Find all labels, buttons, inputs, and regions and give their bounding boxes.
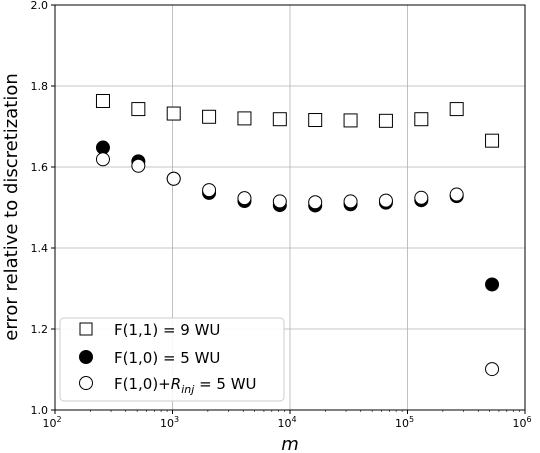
data-point-square-open: [95, 93, 110, 108]
data-point-circle-open: [378, 193, 393, 208]
y-tick-label: 1.4: [31, 242, 49, 255]
x-tick-label-base: 10: [42, 417, 56, 430]
data-point-circle-filled: [95, 140, 110, 155]
legend-label-series-1: F(1,1) = 9 WU: [114, 321, 220, 339]
legend-label-series-2: F(1,0) = 5 WU: [114, 349, 220, 367]
x-tick-label-exponent: 2: [56, 415, 61, 424]
x-tick-label-exponent: 4: [291, 415, 296, 424]
data-point-circle-open: [414, 190, 429, 205]
data-point-square-open: [202, 109, 217, 124]
x-tick-label: 106: [512, 415, 531, 430]
x-tick-label-base: 10: [160, 417, 174, 430]
data-point-circle-filled: [485, 277, 500, 292]
data-point-square-open: [308, 113, 323, 128]
data-marks: [95, 93, 500, 377]
x-tick-label: 104: [277, 415, 296, 430]
data-point-square-open: [343, 113, 358, 128]
legend-square-open-marker: [79, 322, 93, 336]
y-tick-label: 1.0: [31, 404, 49, 417]
legend-circle-open-marker: [79, 376, 93, 390]
legend-label-series-3-math: R: [171, 375, 181, 393]
y-tick-label: 1.2: [31, 323, 49, 336]
tick-marks: [51, 4, 526, 414]
x-tick-label: 103: [160, 415, 179, 430]
y-tick-label: 1.6: [31, 161, 49, 174]
legend-circle-filled-marker: [79, 350, 93, 364]
y-axis-label: error relative to discretization: [1, 73, 22, 341]
data-point-circle-open: [343, 194, 358, 209]
legend: F(1,1) = 9 WU F(1,0) = 5 WU F(1,0)+Rinj …: [59, 317, 285, 402]
data-point-square-open: [272, 112, 287, 127]
x-tick-label: 102: [42, 415, 61, 430]
x-tick-label-exponent: 6: [526, 415, 531, 424]
data-point-square-open: [449, 102, 464, 117]
data-point-square-open: [414, 112, 429, 127]
legend-label-series-3-subscript: inj: [181, 383, 195, 396]
y-tick-label: 2.0: [31, 0, 49, 12]
x-axis-label: m: [281, 434, 299, 453]
legend-label-series-3-suffix: = 5 WU: [194, 375, 256, 393]
data-point-circle-open: [237, 191, 252, 206]
x-tick-label-exponent: 3: [174, 415, 179, 424]
data-point-circle-open: [202, 183, 217, 198]
data-point-square-open: [166, 106, 181, 121]
legend-label-series-3: F(1,0)+Rinj = 5 WU: [114, 375, 257, 396]
y-tick-label: 1.8: [31, 80, 49, 93]
x-tick-label: 105: [395, 415, 414, 430]
data-point-circle-open: [95, 152, 110, 167]
x-tick-label-exponent: 5: [409, 415, 414, 424]
data-point-square-open: [237, 111, 252, 126]
data-point-square-open: [485, 133, 500, 148]
data-point-square-open: [131, 102, 146, 117]
data-point-circle-open: [485, 362, 500, 377]
data-point-circle-open: [272, 194, 287, 209]
legend-frame: [59, 317, 285, 402]
x-tick-label-base: 10: [512, 417, 526, 430]
data-point-circle-open: [308, 195, 323, 210]
x-tick-label-base: 10: [395, 417, 409, 430]
data-point-circle-open: [166, 171, 181, 186]
data-point-circle-open: [449, 187, 464, 202]
data-point-square-open: [378, 113, 393, 128]
data-point-circle-open: [131, 158, 146, 173]
x-tick-label-base: 10: [277, 417, 291, 430]
legend-label-series-3-prefix: F(1,0)+: [114, 375, 171, 393]
